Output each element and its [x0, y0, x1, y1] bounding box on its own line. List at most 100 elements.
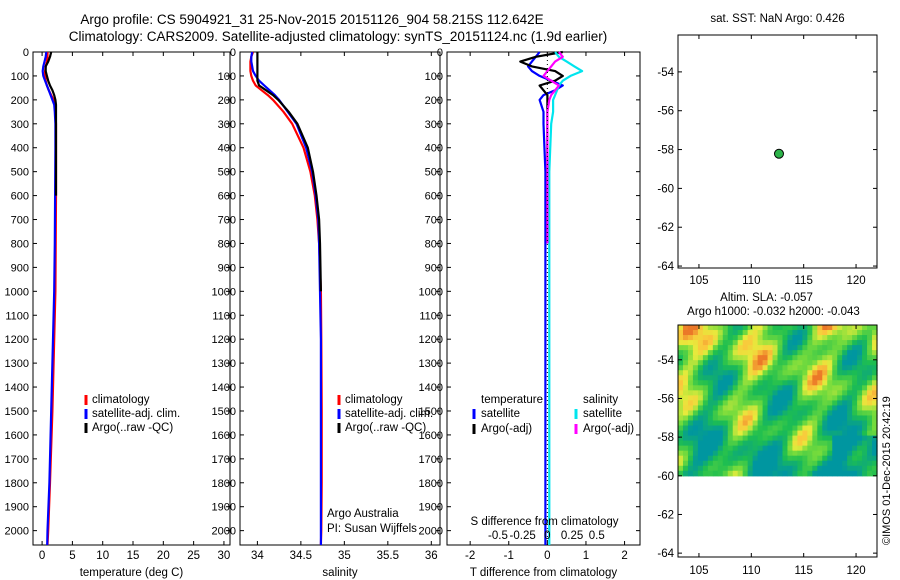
sla-heatmap-cell — [817, 450, 823, 457]
sla-heatmap-cell — [867, 345, 873, 351]
sla-heatmap-cell — [862, 400, 868, 407]
sla-heatmap-cell — [678, 330, 684, 336]
sla-heatmap-cell — [717, 340, 724, 346]
sla-heatmap-cell — [822, 455, 828, 462]
sla-heatmap-cell — [732, 350, 739, 356]
sla-heatmap-cell — [817, 365, 823, 371]
sla-heatmap-cell — [682, 430, 689, 437]
sla-heatmap-cell — [857, 430, 863, 437]
sla-heatmap-cell — [747, 470, 754, 477]
sla-heatmap-cell — [832, 380, 838, 386]
difference-s-tick-label: -0.25 — [510, 530, 536, 542]
sla-heatmap-cell — [807, 355, 813, 361]
sla-heatmap-cell — [862, 420, 868, 427]
sla-heatmap-cell — [772, 460, 779, 467]
sla-heatmap-cell — [707, 465, 714, 472]
sla-heatmap-cell — [867, 365, 873, 371]
sla-heatmap-cell — [867, 430, 873, 437]
sla-heatmap-cell — [687, 445, 694, 452]
sla-heatmap-cell — [717, 355, 724, 361]
sla-heatmap-cell — [797, 400, 803, 407]
salinity-ytick-label: 1200 — [212, 334, 236, 346]
sla-heatmap-cell — [727, 455, 734, 462]
difference-s-tick-label: -0.5 — [488, 530, 508, 542]
sla-heatmap-cell — [757, 450, 764, 457]
sla-heatmap-cell — [812, 380, 818, 386]
sla-heatmap-cell — [712, 455, 719, 462]
sla-heatmap-cell — [732, 435, 739, 442]
sla-heatmap-cell — [822, 425, 828, 432]
sla-heatmap-cell — [797, 335, 803, 341]
sla-heatmap-cell — [687, 360, 694, 366]
temperature-ytick-label: 1600 — [5, 430, 29, 442]
sla-heatmap-cell — [822, 405, 828, 412]
sla-heatmap-cell — [678, 420, 684, 427]
sla-heatmap-cell — [842, 375, 848, 381]
sla-heatmap-cell — [832, 375, 838, 381]
sla-heatmap-cell — [687, 410, 694, 417]
sla-heatmap-cell — [732, 395, 739, 401]
sla-heatmap-cell — [727, 470, 734, 477]
sla-heatmap-cell — [847, 410, 853, 417]
sla-heatmap-cell — [772, 335, 779, 341]
sla-heatmap-cell — [847, 325, 853, 331]
sla-heatmap-cell — [777, 465, 784, 472]
sla-heatmap-cell — [792, 465, 798, 472]
sla-heatmap-cell — [827, 335, 833, 341]
sla-heatmap-cell — [747, 390, 754, 396]
sla-heatmap-cell — [867, 360, 873, 366]
sla-heatmap-cell — [857, 455, 863, 462]
sla-heatmap-cell — [827, 450, 833, 457]
sla-heatmap-cell — [732, 450, 739, 457]
sla-heatmap-cell — [727, 425, 734, 432]
sla-heatmap-cell — [762, 420, 769, 427]
sla-heatmap-cell — [737, 350, 744, 356]
sla-heatmap-cell — [832, 335, 838, 341]
sla-heatmap-cell — [837, 420, 843, 427]
sla-heatmap-cell — [742, 430, 749, 437]
sla-heatmap-cell — [812, 405, 818, 412]
sla-heatmap-cell — [807, 345, 813, 351]
sla-heatmap-cell — [727, 335, 734, 341]
sla-heatmap-cell — [792, 370, 798, 376]
sla-ytick-label: -54 — [657, 355, 674, 367]
sla-heatmap-cell — [822, 470, 828, 477]
sla-heatmap-cell — [707, 325, 714, 331]
sla-heatmap-cell — [697, 440, 704, 447]
sla-heatmap-cell — [872, 385, 878, 391]
sla-heatmap-cell — [862, 425, 868, 432]
sla-heatmap-cell — [817, 350, 823, 356]
sla-heatmap-cell — [712, 365, 719, 371]
sla-heatmap-cell — [678, 400, 684, 407]
sla-heatmap-cell — [817, 340, 823, 346]
sla-heatmap-cell — [787, 440, 794, 447]
sla-heatmap-cell — [678, 410, 684, 417]
sla-heatmap-cell — [727, 365, 734, 371]
sla-heatmap-cell — [717, 330, 724, 336]
sla-heatmap-cell — [857, 415, 863, 422]
salinity-ytick-label: 200 — [218, 95, 236, 107]
salinity-ytick-label: 700 — [218, 215, 236, 227]
sla-heatmap-cell — [777, 460, 784, 467]
sla-heatmap-cell — [802, 330, 808, 336]
sla-heatmap-cell — [777, 370, 784, 376]
sla-heatmap-cell — [757, 345, 764, 351]
sla-heatmap-cell — [742, 420, 749, 427]
sla-heatmap-cell — [752, 375, 759, 381]
temperature-xtick-label: 25 — [187, 550, 200, 562]
sla-heatmap-cell — [722, 380, 729, 386]
sla-heatmap-cell — [832, 360, 838, 366]
sla-heatmap-cell — [757, 375, 764, 381]
location-ytick-label: -60 — [657, 183, 674, 195]
sla-heatmap-cell — [702, 330, 709, 336]
sla-heatmap-cell — [772, 430, 779, 437]
sla-heatmap-cell — [732, 360, 739, 366]
sla-heatmap-cell — [767, 360, 774, 366]
sla-heatmap-cell — [777, 415, 784, 422]
sla-heatmap-cell — [737, 355, 744, 361]
sla-heatmap-cell — [732, 325, 739, 331]
sla-heatmap-cell — [697, 350, 704, 356]
sla-heatmap-cell — [782, 420, 789, 427]
sla-heatmap-cell — [772, 405, 779, 412]
salinity-ytick-label: 500 — [218, 167, 236, 179]
